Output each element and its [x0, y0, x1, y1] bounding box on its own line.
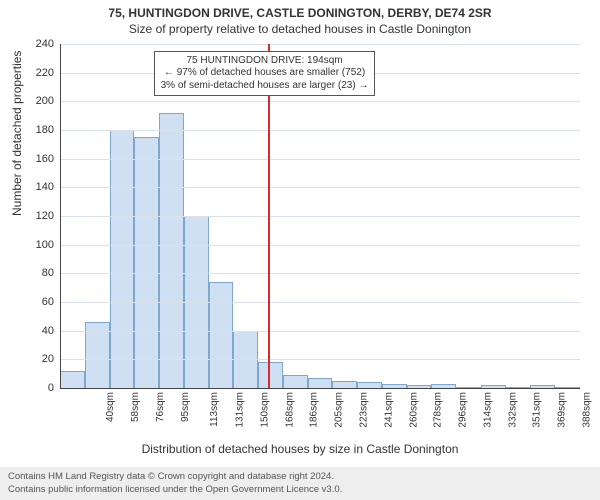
gridline: [60, 273, 580, 274]
annotation-line: 75 HUNTINGDON DRIVE: 194sqm: [161, 55, 369, 68]
x-tick-label: 186sqm: [309, 392, 320, 428]
gridline: [60, 101, 580, 102]
histogram-bar: [60, 371, 85, 388]
histogram-bar: [258, 362, 283, 388]
x-tick-label: 369sqm: [557, 392, 568, 428]
gridline: [60, 331, 580, 332]
histogram-bar: [332, 381, 357, 388]
chart-title-line1: 75, HUNTINGDON DRIVE, CASTLE DONINGTON, …: [0, 0, 600, 20]
x-tick-label: 40sqm: [105, 392, 116, 422]
gridline: [60, 359, 580, 360]
chart-title-line2: Size of property relative to detached ho…: [0, 20, 600, 36]
gridline: [60, 302, 580, 303]
y-tick-label: 240: [24, 38, 54, 50]
gridline: [60, 159, 580, 160]
histogram-bar: [134, 137, 159, 388]
x-tick-label: 260sqm: [408, 392, 419, 428]
x-tick-label: 332sqm: [507, 392, 518, 428]
x-tick-label: 296sqm: [458, 392, 469, 428]
x-axis-label: Distribution of detached houses by size …: [0, 442, 600, 456]
gridline: [60, 216, 580, 217]
y-tick-label: 140: [24, 181, 54, 193]
x-tick-label: 241sqm: [383, 392, 394, 428]
histogram-bar: [209, 282, 234, 388]
y-axis-label: Number of detached properties: [10, 51, 24, 216]
y-tick-label: 180: [24, 124, 54, 136]
footer-line1: Contains HM Land Registry data © Crown c…: [8, 471, 592, 483]
chart-container: 75, HUNTINGDON DRIVE, CASTLE DONINGTON, …: [0, 0, 600, 500]
x-tick-label: 58sqm: [130, 392, 141, 422]
y-tick-label: 200: [24, 95, 54, 107]
y-tick-label: 120: [24, 210, 54, 222]
x-tick-label: 278sqm: [433, 392, 444, 428]
histogram-bar: [85, 322, 110, 388]
x-tick-label: 314sqm: [482, 392, 493, 428]
x-tick-label: 388sqm: [581, 392, 592, 428]
gridline: [60, 388, 580, 389]
y-tick-label: 40: [24, 325, 54, 337]
y-axis-line: [60, 44, 61, 388]
gridline: [60, 245, 580, 246]
y-tick-label: 100: [24, 239, 54, 251]
y-tick-label: 0: [24, 382, 54, 394]
x-tick-label: 131sqm: [235, 392, 246, 428]
plot-area: 75 HUNTINGDON DRIVE: 194sqm← 97% of deta…: [60, 44, 580, 388]
x-tick-label: 150sqm: [260, 392, 271, 428]
annotation-line: 3% of semi-detached houses are larger (2…: [161, 80, 369, 93]
gridline: [60, 130, 580, 131]
x-tick-label: 223sqm: [359, 392, 370, 428]
y-tick-label: 60: [24, 296, 54, 308]
footer-attribution: Contains HM Land Registry data © Crown c…: [0, 467, 600, 500]
x-tick-label: 113sqm: [209, 392, 220, 427]
gridline: [60, 44, 580, 45]
histogram-bar: [110, 130, 135, 388]
x-tick-label: 168sqm: [284, 392, 295, 428]
annotation-box: 75 HUNTINGDON DRIVE: 194sqm← 97% of deta…: [154, 51, 376, 97]
x-tick-label: 351sqm: [532, 392, 543, 428]
x-tick-label: 95sqm: [180, 392, 191, 422]
x-tick-label: 76sqm: [155, 392, 166, 422]
histogram-bar: [308, 378, 333, 388]
y-tick-label: 160: [24, 153, 54, 165]
gridline: [60, 187, 580, 188]
x-tick-label: 205sqm: [334, 392, 345, 428]
y-tick-label: 220: [24, 67, 54, 79]
y-tick-label: 20: [24, 353, 54, 365]
histogram-bar: [283, 375, 308, 388]
annotation-line: ← 97% of detached houses are smaller (75…: [161, 67, 369, 80]
y-tick-label: 80: [24, 267, 54, 279]
footer-line2: Contains public information licensed und…: [8, 484, 592, 496]
histogram-bar: [159, 113, 184, 388]
